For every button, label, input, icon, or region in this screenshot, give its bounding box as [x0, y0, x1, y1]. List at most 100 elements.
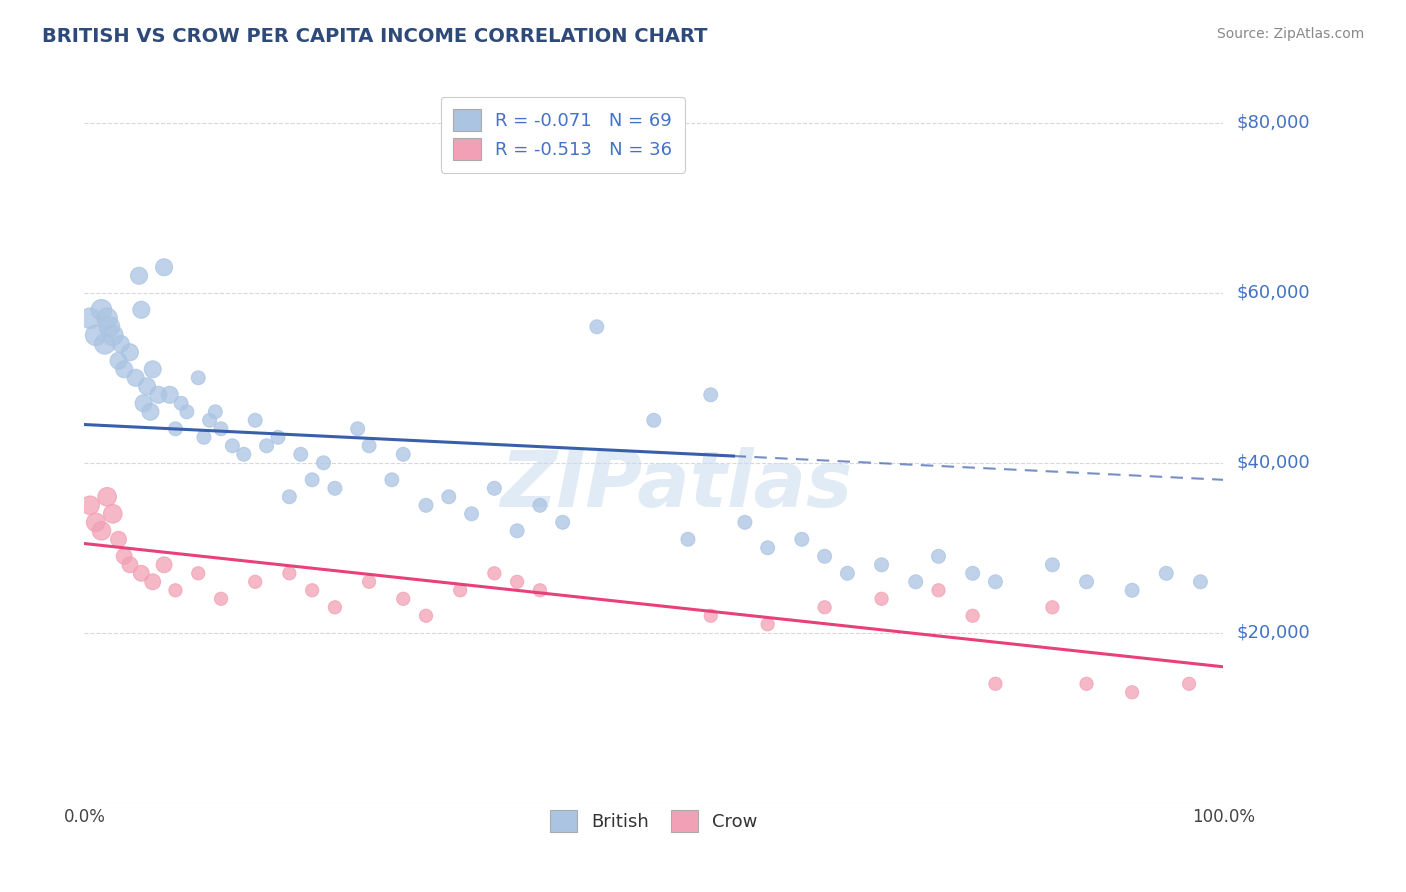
Point	[118, 558, 141, 572]
Point	[112, 549, 135, 564]
Point	[359, 439, 381, 453]
Point	[204, 405, 226, 419]
Point	[1042, 558, 1064, 572]
Point	[267, 430, 290, 444]
Point	[814, 549, 837, 564]
Text: Source: ZipAtlas.com: Source: ZipAtlas.com	[1216, 27, 1364, 41]
Point	[484, 481, 506, 495]
Point	[756, 617, 779, 632]
Point	[359, 574, 381, 589]
Point	[312, 456, 335, 470]
Point	[460, 507, 482, 521]
Text: $20,000: $20,000	[1237, 624, 1310, 642]
Point	[132, 396, 155, 410]
Point	[221, 439, 243, 453]
Point	[904, 574, 927, 589]
Point	[437, 490, 460, 504]
Point	[136, 379, 159, 393]
Point	[96, 490, 118, 504]
Point	[110, 336, 132, 351]
Point	[928, 583, 950, 598]
Point	[1156, 566, 1178, 581]
Point	[1189, 574, 1212, 589]
Point	[90, 302, 112, 317]
Point	[79, 498, 101, 512]
Point	[700, 388, 723, 402]
Point	[84, 516, 107, 530]
Point	[98, 319, 121, 334]
Point	[984, 574, 1007, 589]
Point	[124, 371, 146, 385]
Text: $40,000: $40,000	[1237, 454, 1310, 472]
Point	[209, 422, 232, 436]
Point	[142, 574, 165, 589]
Point	[814, 600, 837, 615]
Point	[392, 447, 415, 461]
Point	[381, 473, 404, 487]
Point	[529, 498, 551, 512]
Point	[165, 422, 187, 436]
Point	[1121, 583, 1143, 598]
Point	[700, 608, 723, 623]
Point	[90, 524, 112, 538]
Point	[176, 405, 198, 419]
Point	[984, 677, 1007, 691]
Point	[153, 558, 176, 572]
Point	[928, 549, 950, 564]
Text: $60,000: $60,000	[1237, 284, 1310, 301]
Point	[415, 608, 437, 623]
Point	[187, 371, 209, 385]
Point	[1042, 600, 1064, 615]
Point	[112, 362, 135, 376]
Point	[198, 413, 221, 427]
Point	[870, 591, 893, 606]
Point	[107, 353, 129, 368]
Point	[1121, 685, 1143, 699]
Point	[193, 430, 215, 444]
Point	[415, 498, 437, 512]
Point	[131, 566, 153, 581]
Point	[1076, 574, 1098, 589]
Point	[187, 566, 209, 581]
Text: BRITISH VS CROW PER CAPITA INCOME CORRELATION CHART: BRITISH VS CROW PER CAPITA INCOME CORREL…	[42, 27, 707, 45]
Point	[323, 600, 346, 615]
Point	[278, 490, 301, 504]
Point	[643, 413, 665, 427]
Point	[96, 311, 118, 326]
Point	[449, 583, 471, 598]
Point	[676, 533, 699, 547]
Point	[139, 405, 162, 419]
Point	[484, 566, 506, 581]
Point	[586, 319, 609, 334]
Point	[506, 574, 529, 589]
Point	[1178, 677, 1201, 691]
Point	[278, 566, 301, 581]
Point	[165, 583, 187, 598]
Point	[131, 302, 153, 317]
Point	[148, 388, 170, 402]
Text: $80,000: $80,000	[1237, 114, 1310, 132]
Point	[142, 362, 165, 376]
Point	[392, 591, 415, 606]
Point	[301, 473, 323, 487]
Point	[153, 260, 176, 275]
Point	[962, 566, 984, 581]
Point	[506, 524, 529, 538]
Point	[209, 591, 232, 606]
Point	[756, 541, 779, 555]
Point	[529, 583, 551, 598]
Point	[734, 516, 756, 530]
Point	[101, 507, 124, 521]
Point	[245, 413, 267, 427]
Point	[551, 516, 574, 530]
Text: ZIPatlas: ZIPatlas	[501, 447, 852, 523]
Point	[1076, 677, 1098, 691]
Point	[245, 574, 267, 589]
Point	[118, 345, 141, 359]
Point	[256, 439, 278, 453]
Point	[323, 481, 346, 495]
Point	[79, 311, 101, 326]
Point	[290, 447, 312, 461]
Point	[84, 328, 107, 343]
Point	[346, 422, 368, 436]
